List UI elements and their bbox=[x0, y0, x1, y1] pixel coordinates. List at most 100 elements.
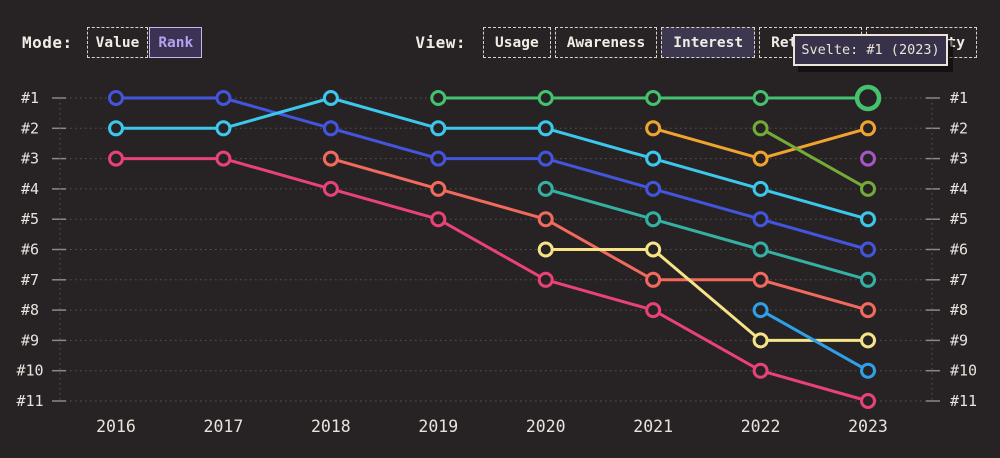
data-point-yellow-2023[interactable] bbox=[860, 332, 877, 349]
rank-label-left: #10 bbox=[16, 362, 43, 380]
data-point-indigo-2021[interactable] bbox=[645, 180, 662, 197]
view-label: View: bbox=[415, 33, 467, 52]
rank-label-left: #6 bbox=[21, 241, 39, 259]
series-line-magenta bbox=[114, 157, 870, 403]
rank-label-left: #9 bbox=[21, 331, 39, 349]
data-point-magenta-2016[interactable] bbox=[108, 150, 124, 167]
year-axis-label: 2020 bbox=[526, 417, 566, 436]
mode-button-rank[interactable]: Rank bbox=[149, 27, 203, 58]
series-line-cyan bbox=[114, 96, 870, 221]
year-axis-label: 2016 bbox=[96, 417, 136, 436]
rank-label-left: #5 bbox=[21, 210, 39, 228]
data-point-cyan-2018[interactable] bbox=[322, 90, 339, 106]
data-point-magenta-2017[interactable] bbox=[215, 150, 232, 167]
rank-label-right: #10 bbox=[950, 362, 977, 380]
data-point-cyan-2021[interactable] bbox=[645, 150, 662, 167]
rank-label-left: #3 bbox=[21, 150, 39, 168]
data-point-yellow-2021[interactable] bbox=[645, 241, 662, 258]
data-point-purple-2023[interactable] bbox=[860, 150, 877, 167]
data-point-orange-2022[interactable] bbox=[752, 150, 769, 167]
rank-label-right: #5 bbox=[950, 210, 968, 228]
hover-tooltip: Svelte: #1 (2023) bbox=[793, 34, 948, 66]
rank-label-right: #1 bbox=[950, 89, 968, 107]
rank-label-right: #8 bbox=[950, 301, 968, 319]
rank-label-left: #2 bbox=[21, 119, 39, 137]
data-point-magenta-2019[interactable] bbox=[430, 211, 447, 228]
rank-label-right: #7 bbox=[950, 271, 968, 289]
data-point-yellow-2022[interactable] bbox=[752, 332, 769, 349]
rank-label-right: #11 bbox=[950, 392, 977, 410]
data-point-magenta-2022[interactable] bbox=[752, 362, 769, 379]
rank-label-left: #11 bbox=[16, 392, 43, 410]
data-point-green-2021[interactable] bbox=[645, 90, 662, 106]
data-point-teal-2020[interactable] bbox=[537, 180, 554, 197]
data-point-coral-2022[interactable] bbox=[752, 271, 769, 288]
year-axis-label: 2022 bbox=[741, 417, 781, 436]
series-line-apple-green bbox=[759, 126, 870, 191]
data-point-cyan-2019[interactable] bbox=[430, 120, 447, 137]
data-point-coral-2020[interactable] bbox=[537, 211, 554, 228]
data-point-coral-2018[interactable] bbox=[322, 150, 339, 167]
mode-button-value[interactable]: Value bbox=[86, 27, 149, 58]
data-point-green-2020[interactable] bbox=[537, 90, 554, 106]
year-axis-label: 2019 bbox=[418, 417, 458, 436]
data-point-indigo-2022[interactable] bbox=[752, 211, 769, 228]
view-button-usage[interactable]: Usage bbox=[483, 27, 551, 58]
data-point-coral-2023[interactable] bbox=[860, 302, 877, 319]
data-point-apple-green-2023[interactable] bbox=[860, 180, 877, 197]
series-line-teal bbox=[544, 187, 870, 282]
series-line-coral bbox=[329, 157, 870, 312]
data-point-indigo-2018[interactable] bbox=[322, 120, 339, 137]
data-point-green-2022[interactable] bbox=[752, 90, 769, 106]
data-point-green-2019[interactable] bbox=[430, 90, 447, 106]
year-axis-label: 2023 bbox=[848, 417, 888, 436]
mode-toolbar: Mode: Value Rank bbox=[22, 27, 203, 58]
rank-label-right: #6 bbox=[950, 241, 968, 259]
data-point-green-2023-highlighted[interactable] bbox=[854, 84, 882, 112]
year-axis-label: 2017 bbox=[204, 417, 244, 436]
data-point-coral-2019[interactable] bbox=[430, 180, 447, 197]
data-point-coral-2021[interactable] bbox=[645, 271, 662, 288]
data-point-azure-2022[interactable] bbox=[752, 302, 769, 319]
data-point-cyan-2023[interactable] bbox=[860, 211, 877, 228]
data-point-indigo-2020[interactable] bbox=[537, 150, 554, 167]
rank-label-left: #8 bbox=[21, 301, 39, 319]
data-point-teal-2021[interactable] bbox=[645, 211, 662, 228]
data-point-cyan-2020[interactable] bbox=[537, 120, 554, 137]
mode-label: Mode: bbox=[22, 33, 73, 52]
data-point-orange-2023[interactable] bbox=[860, 120, 877, 137]
view-button-interest[interactable]: Interest bbox=[661, 27, 756, 58]
rank-label-right: #3 bbox=[950, 150, 968, 168]
data-point-indigo-2023[interactable] bbox=[860, 241, 877, 258]
rank-label-left: #7 bbox=[21, 271, 39, 289]
data-point-magenta-2023[interactable] bbox=[860, 393, 877, 409]
data-point-azure-2023[interactable] bbox=[860, 362, 877, 379]
rank-label-right: #2 bbox=[950, 119, 968, 137]
data-point-cyan-2017[interactable] bbox=[215, 120, 232, 137]
data-point-indigo-2017[interactable] bbox=[215, 90, 232, 106]
series-line-azure bbox=[759, 308, 870, 373]
data-point-magenta-2018[interactable] bbox=[322, 180, 339, 197]
data-point-magenta-2020[interactable] bbox=[537, 271, 554, 288]
rank-label-left: #4 bbox=[21, 180, 39, 198]
data-point-orange-2021[interactable] bbox=[645, 120, 662, 137]
data-point-yellow-2020[interactable] bbox=[537, 241, 554, 258]
year-axis-label: 2018 bbox=[311, 417, 351, 436]
rank-label-left: #1 bbox=[21, 89, 39, 107]
data-point-magenta-2021[interactable] bbox=[645, 302, 662, 319]
year-axis-label: 2021 bbox=[633, 417, 673, 436]
series-line-indigo bbox=[114, 96, 870, 251]
data-point-apple-green-2022[interactable] bbox=[752, 120, 769, 137]
data-point-teal-2023[interactable] bbox=[860, 271, 877, 288]
rank-label-right: #9 bbox=[950, 331, 968, 349]
data-point-indigo-2016[interactable] bbox=[108, 90, 124, 106]
data-point-cyan-2016[interactable] bbox=[108, 120, 124, 137]
data-point-indigo-2019[interactable] bbox=[430, 150, 447, 167]
data-point-teal-2022[interactable] bbox=[752, 241, 769, 258]
rank-label-right: #4 bbox=[950, 180, 968, 198]
data-point-cyan-2022[interactable] bbox=[752, 180, 769, 197]
view-button-awareness[interactable]: Awareness bbox=[554, 27, 658, 58]
